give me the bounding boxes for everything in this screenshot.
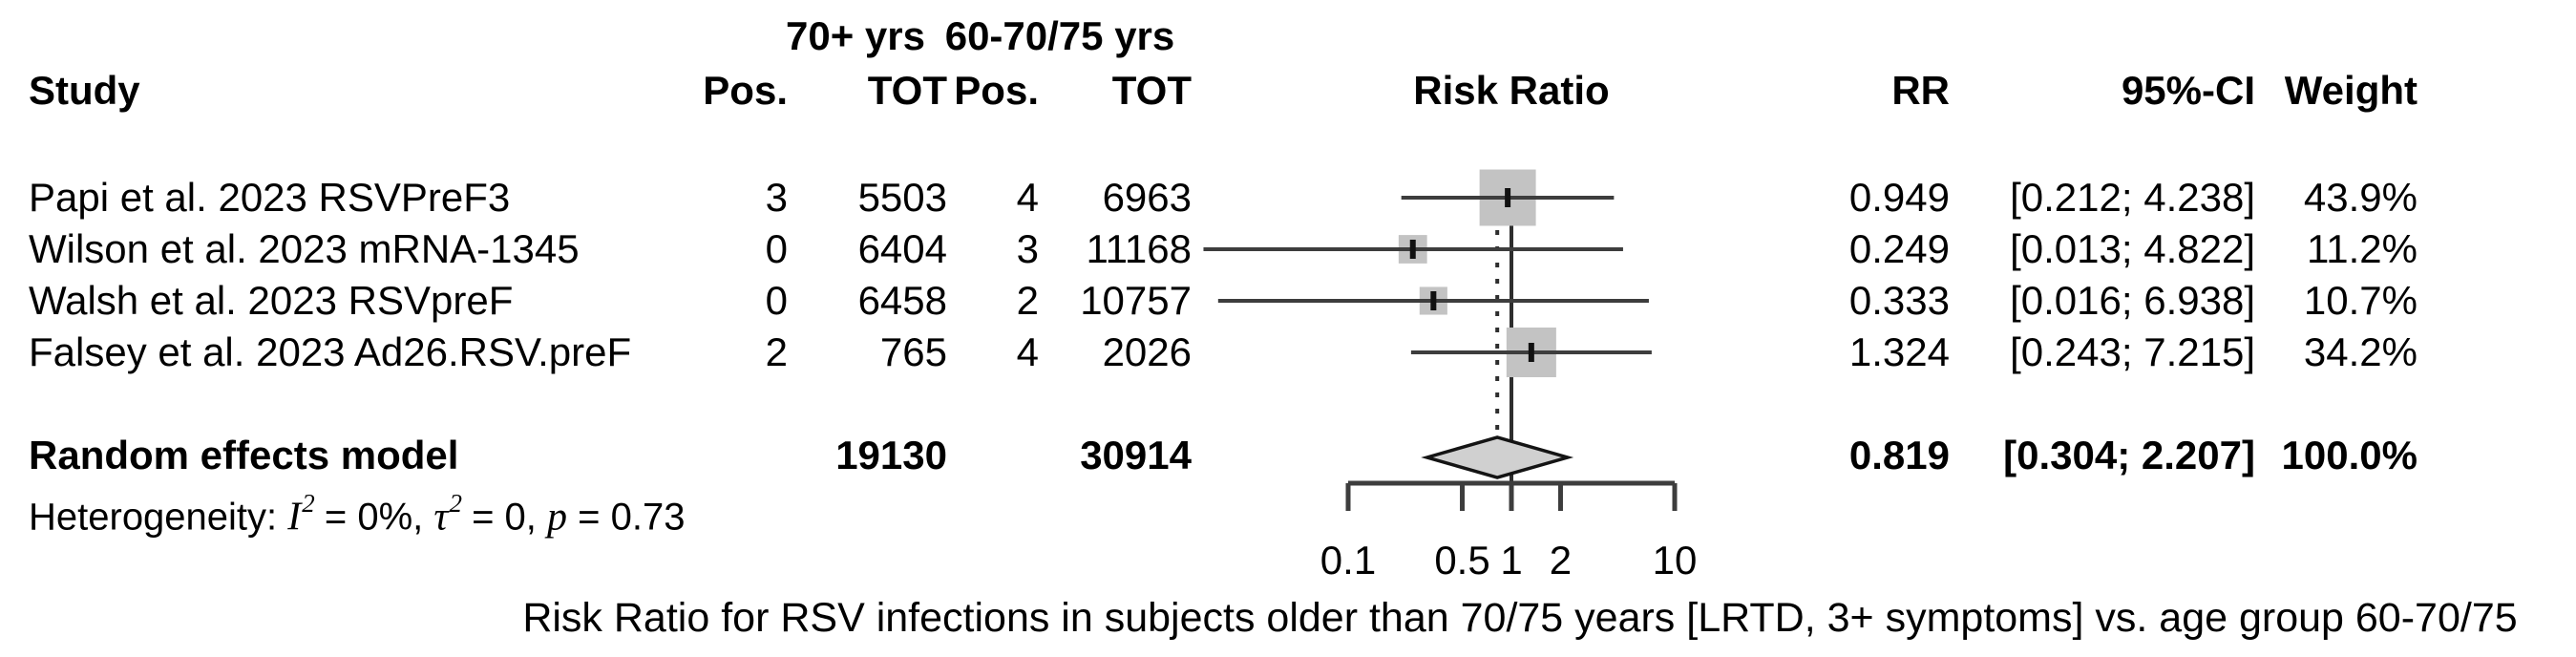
table-row: Papi et al. 2023 RSVPreF3 3 5503 4 6963 … — [0, 172, 2576, 223]
pos-70plus-value: 3 — [765, 175, 788, 220]
tot-60to75-value: 11168 — [1086, 226, 1192, 271]
tau-squared-symbol: τ — [433, 495, 449, 540]
weight-value: 11.2% — [2307, 226, 2418, 271]
group-header-70plus: 70+ yrs — [786, 13, 925, 58]
table-row: Walsh et al. 2023 RSVpreF 0 6458 2 10757… — [0, 275, 2576, 327]
heterogeneity-note: Heterogeneity: I2 = 0%, τ2 = 0, p = 0.73 — [29, 481, 685, 539]
rr-value: 0.249 — [1848, 226, 1950, 271]
i-squared-value: = 0%, — [313, 496, 434, 539]
estimate-marker — [1505, 188, 1511, 207]
study-name: Falsey et al. 2023 Ad26.RSV.preF — [29, 329, 632, 374]
pos-70plus-value: 0 — [765, 226, 788, 271]
study-name: Walsh et al. 2023 RSVpreF — [29, 278, 514, 323]
ci-value: [0.013; 4.822] — [2010, 226, 2255, 271]
col-header-study: Study — [29, 68, 140, 113]
weight-value: 10.7% — [2303, 278, 2418, 323]
p-symbol: p — [547, 495, 568, 540]
col-header-rr: RR — [1891, 68, 1950, 113]
table-row: Falsey et al. 2023 Ad26.RSV.preF 2 765 4… — [0, 327, 2576, 378]
caption: Risk Ratio for RSV infections in subject… — [522, 595, 2518, 641]
col-header-risk-ratio: Risk Ratio — [1413, 68, 1610, 113]
ci-value: [0.212; 4.238] — [2010, 175, 2255, 220]
pos-70plus-value: 0 — [765, 278, 788, 323]
weight-value: 34.2% — [2303, 329, 2418, 374]
estimate-marker — [1528, 343, 1534, 362]
pos-60to75-value: 3 — [1016, 226, 1039, 271]
estimate-marker — [1430, 291, 1437, 310]
col-header-tot-70plus: TOT — [867, 68, 947, 113]
tot-60to75-value: 10757 — [1080, 278, 1192, 323]
ci-value: [0.243; 7.215] — [2010, 329, 2255, 374]
pooled-rr-value: 0.819 — [1848, 433, 1950, 477]
col-header-pos-60to75: Pos. — [954, 68, 1039, 113]
tau-squared-exponent: 2 — [449, 489, 462, 518]
x-axis-tick-label: 10 — [1653, 538, 1698, 583]
pooled-tot-60to75: 30914 — [1080, 433, 1192, 477]
col-header-ci: 95%-CI — [2121, 68, 2255, 113]
pooled-diamond — [1421, 435, 1574, 479]
col-header-weight: Weight — [2284, 68, 2418, 113]
tot-70plus-value: 765 — [879, 329, 947, 374]
heterogeneity-prefix: Heterogeneity: — [29, 496, 288, 539]
i-squared-symbol: I — [287, 495, 302, 540]
tot-70plus-value: 5503 — [857, 175, 947, 220]
col-header-tot-60to75: TOT — [1111, 68, 1192, 113]
group-header-60to75: 60-70/75 yrs — [944, 13, 1175, 58]
table-row: Wilson et al. 2023 mRNA-1345 0 6404 3 11… — [0, 223, 2576, 275]
pooled-weight-value: 100.0% — [2281, 433, 2418, 477]
tot-70plus-value: 6404 — [857, 226, 947, 271]
x-axis-tick-label: 2 — [1550, 538, 1572, 583]
study-name: Wilson et al. 2023 mRNA-1345 — [29, 226, 580, 271]
pooled-ci-value: [0.304; 2.207] — [2003, 433, 2255, 477]
i-squared-exponent: 2 — [302, 489, 315, 518]
study-name: Papi et al. 2023 RSVPreF3 — [29, 175, 511, 220]
x-axis-tick-label: 0.5 — [1434, 538, 1489, 583]
estimate-marker — [1409, 240, 1416, 259]
tot-70plus-value: 6458 — [857, 278, 947, 323]
weight-value: 43.9% — [2303, 175, 2418, 220]
pos-60to75-value: 4 — [1016, 329, 1039, 374]
pos-60to75-value: 4 — [1016, 175, 1039, 220]
col-header-pos-70plus: Pos. — [703, 68, 788, 113]
x-axis-tick-label: 0.1 — [1320, 538, 1376, 583]
tau-squared-value: = 0, — [460, 496, 548, 539]
pooled-label: Random effects model — [29, 433, 459, 477]
column-header-row: Study Pos. TOT Pos. TOT Risk Ratio RR 95… — [0, 65, 2576, 117]
tot-60to75-value: 2026 — [1102, 329, 1192, 374]
pooled-tot-70plus: 19130 — [835, 433, 947, 477]
group-header-row: 70+ yrs 60-70/75 yrs — [0, 11, 2576, 62]
p-value: = 0.73 — [567, 496, 686, 539]
rr-value: 0.333 — [1848, 278, 1950, 323]
rr-value: 1.324 — [1848, 329, 1950, 374]
pooled-row: Random effects model 19130 30914 0.819 [… — [0, 430, 2576, 481]
pos-60to75-value: 2 — [1016, 278, 1039, 323]
tot-60to75-value: 6963 — [1102, 175, 1192, 220]
ci-value: [0.016; 6.938] — [2010, 278, 2255, 323]
pos-70plus-value: 2 — [765, 329, 788, 374]
x-axis-tick-label: 1 — [1500, 538, 1522, 583]
rr-value: 0.949 — [1848, 175, 1950, 220]
